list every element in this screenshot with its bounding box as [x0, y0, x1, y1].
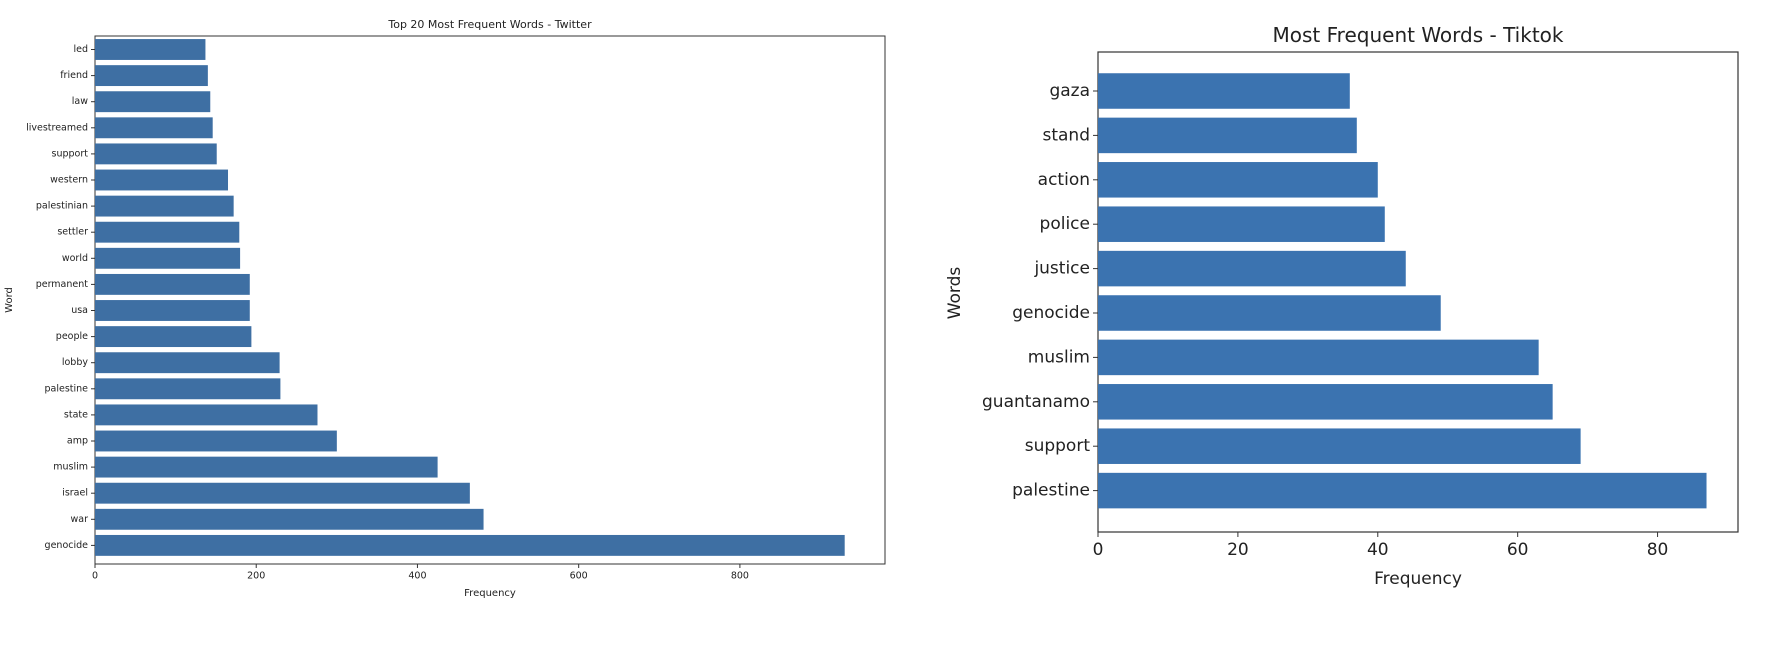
tiktok-x-axis-label: Frequency: [1374, 569, 1462, 589]
tiktok-bar: [1098, 339, 1539, 376]
tiktok-bar: [1098, 206, 1385, 242]
twitter-y-tick-label: lobby: [62, 357, 89, 368]
twitter-bar: [95, 91, 211, 113]
twitter-y-tick-label: israel: [62, 488, 88, 499]
tiktok-bars: [1098, 73, 1707, 509]
tiktok-bar: [1098, 295, 1441, 331]
twitter-x-tick-label: 200: [247, 571, 265, 582]
twitter-y-tick-label: permanent: [36, 279, 89, 290]
twitter-bar: [95, 326, 252, 348]
twitter-bar: [95, 143, 217, 165]
twitter-y-tick-label: genocide: [45, 540, 89, 551]
tiktok-y-tick-label: action: [1038, 170, 1090, 190]
twitter-y-tick-label: world: [62, 253, 88, 264]
tiktok-y-tick-label: palestine: [1012, 481, 1090, 501]
twitter-y-tick-label: muslim: [53, 462, 88, 473]
twitter-chart-title: Top 20 Most Frequent Words - Twitter: [387, 18, 592, 31]
twitter-y-tick-label: settler: [57, 227, 88, 238]
twitter-bar: [95, 482, 470, 504]
twitter-bars: [95, 39, 845, 556]
twitter-bar: [95, 65, 208, 87]
twitter-bar: [95, 404, 318, 426]
twitter-x-tick-label: 600: [570, 571, 588, 582]
tiktok-y-tick-label: support: [1025, 436, 1091, 456]
tiktok-y-tick-label: police: [1040, 214, 1090, 234]
tiktok-y-tick-label: muslim: [1028, 347, 1090, 367]
tiktok-x-tick-label: 80: [1647, 540, 1669, 560]
tiktok-bar: [1098, 472, 1707, 509]
twitter-y-tick-label: usa: [71, 305, 88, 316]
twitter-bar: [95, 352, 280, 374]
twitter-y-tick-label: livestreamed: [26, 122, 88, 133]
tiktok-y-tick-label: genocide: [1012, 303, 1090, 323]
twitter-bar: [95, 169, 229, 191]
twitter-bar: [95, 247, 241, 269]
twitter-x-ticks: 0 200 400 600 800: [92, 564, 749, 582]
twitter-bar: [95, 221, 240, 243]
twitter-y-tick-label: people: [56, 331, 88, 342]
twitter-bar: [95, 117, 213, 139]
tiktok-bar: [1098, 73, 1350, 109]
twitter-y-tick-label: state: [64, 409, 88, 420]
twitter-bar: [95, 378, 281, 400]
twitter-y-tick-label: law: [72, 96, 88, 107]
tiktok-chart: Most Frequent Words - Tiktok Frequency W…: [945, 23, 1739, 589]
tiktok-x-tick-label: 40: [1367, 540, 1389, 560]
twitter-bar: [95, 534, 845, 556]
tiktok-y-ticks: gaza stand action police justice genocide musl…: [982, 81, 1098, 501]
tiktok-bar: [1098, 162, 1378, 198]
twitter-y-tick-label: led: [73, 44, 88, 55]
tiktok-x-tick-label: 0: [1093, 540, 1104, 560]
tiktok-bar: [1098, 250, 1406, 287]
twitter-y-tick-label: palestinian: [36, 201, 88, 212]
twitter-x-tick-label: 400: [408, 571, 426, 582]
twitter-y-tick-label: western: [50, 175, 88, 186]
tiktok-chart-title: Most Frequent Words - Tiktok: [1273, 23, 1564, 47]
twitter-bar: [95, 273, 250, 295]
tiktok-y-tick-label: stand: [1042, 125, 1090, 145]
twitter-bar: [95, 430, 337, 452]
twitter-y-tick-label: war: [71, 514, 89, 525]
twitter-y-tick-label: amp: [67, 436, 88, 447]
tiktok-y-axis-label: Words: [945, 267, 965, 320]
twitter-bar: [95, 508, 484, 530]
tiktok-bar: [1098, 384, 1553, 420]
tiktok-bar: [1098, 428, 1581, 464]
tiktok-y-tick-label: gaza: [1049, 81, 1090, 101]
twitter-x-tick-label: 0: [92, 571, 98, 582]
tiktok-bar: [1098, 117, 1357, 154]
twitter-bar: [95, 195, 234, 217]
twitter-y-tick-label: support: [52, 148, 89, 159]
tiktok-y-tick-label: justice: [1033, 259, 1090, 279]
tiktok-x-tick-label: 60: [1507, 540, 1529, 560]
tiktok-x-tick-label: 20: [1227, 540, 1249, 560]
twitter-bar: [95, 456, 438, 478]
twitter-y-tick-label: palestine: [44, 383, 88, 394]
twitter-bar: [95, 300, 250, 321]
twitter-x-axis-label: Frequency: [464, 588, 516, 599]
twitter-x-tick-label: 800: [731, 571, 749, 582]
tiktok-x-ticks: 0 20 40 60 80: [1093, 532, 1669, 560]
twitter-y-ticks: led friend law livestreamed support western pa…: [26, 44, 95, 551]
tiktok-y-tick-label: guantanamo: [982, 392, 1090, 412]
twitter-y-tick-label: friend: [60, 70, 88, 81]
twitter-y-axis-label: Word: [4, 287, 15, 313]
twitter-bar: [95, 39, 206, 60]
twitter-chart: Top 20 Most Frequent Words - Twitter Fre…: [4, 18, 886, 599]
